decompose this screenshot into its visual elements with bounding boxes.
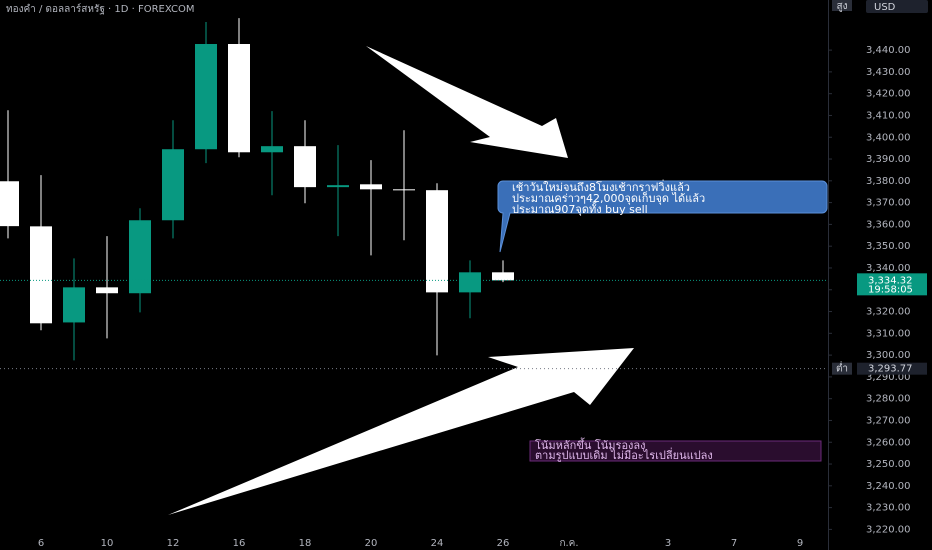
candle-body: [294, 146, 316, 188]
note-text: ตามรูปแบบเดิม ไม่มีอะไรเปลี่ยนแปลง: [535, 447, 713, 462]
x-tick-label: 12: [167, 538, 180, 549]
y-tick-label: 3,340.00: [866, 263, 911, 274]
x-tick-label: ก.ค.: [559, 538, 578, 549]
candle-body: [393, 189, 415, 191]
y-tick-label: 3,400.00: [866, 132, 911, 143]
y-tick-label: 3,430.00: [866, 67, 911, 78]
arrow: [366, 46, 568, 158]
x-tick-label: 7: [731, 538, 737, 549]
x-tick-label: 20: [365, 538, 378, 549]
note-box: [529, 440, 822, 462]
callout-text: เช้าวันใหม่จนถึง8โมงเช้ากราฟวิ่งแล้ว: [512, 179, 690, 194]
y-tick-label: 3,280.00: [866, 394, 911, 405]
last-price-label: 3,334.32: [868, 275, 913, 286]
low-price-box: [857, 362, 927, 375]
x-tick-label: 9: [797, 538, 803, 549]
callout-text: ประมาณ907จุดทั้ง buy sell: [512, 201, 648, 216]
high-tag-box: [832, 0, 852, 11]
y-tick-label: 3,300.00: [866, 350, 911, 361]
candle-body: [162, 149, 184, 221]
y-tick-label: 3,290.00: [866, 372, 911, 383]
y-tick-label: 3,250.00: [866, 459, 911, 470]
candle-body: [195, 44, 217, 150]
y-tick-label: 3,270.00: [866, 415, 911, 426]
low-price-label: 3,293.77: [868, 364, 913, 375]
candle-body: [492, 272, 514, 281]
x-tick-label: 6: [38, 538, 44, 549]
candle-body: [228, 44, 250, 153]
currency-box: [866, 0, 928, 13]
x-tick-label: 10: [101, 538, 114, 549]
callout-box: [497, 180, 828, 253]
arrow: [168, 348, 634, 515]
candle-body: [96, 287, 118, 294]
candle-body: [63, 287, 85, 323]
y-tick-label: 3,390.00: [866, 154, 911, 165]
y-tick-label: 3,440.00: [866, 45, 911, 56]
candle-body: [426, 190, 448, 293]
y-tick-label: 3,350.00: [866, 241, 911, 252]
low-tag: ต่ำ: [836, 361, 848, 375]
y-tick-label: 3,380.00: [866, 176, 911, 187]
y-tick-label: 3,240.00: [866, 481, 911, 492]
y-tick-label: 3,260.00: [866, 437, 911, 448]
y-tick-label: 3,410.00: [866, 110, 911, 121]
y-tick-label: 3,360.00: [866, 219, 911, 230]
x-tick-label: 16: [233, 538, 246, 549]
note-text: โน้มหลักขึ้น โน้มรองลง: [535, 437, 646, 452]
y-tick-label: 3,220.00: [866, 524, 911, 535]
y-tick-label: 3,310.00: [866, 328, 911, 339]
x-tick-label: 24: [431, 538, 444, 549]
y-tick-label: 3,370.00: [866, 198, 911, 209]
callout-text: ประมาณคร่าวๆ42,000จุดเก็บจุด ได้แล้ว: [512, 191, 705, 205]
candle-body: [459, 272, 481, 293]
x-tick-label: 26: [497, 538, 510, 549]
low-tag-box: [832, 362, 852, 375]
candle-body: [327, 185, 349, 188]
last-price-box: [857, 273, 927, 296]
x-tick-label: 3: [665, 538, 671, 549]
high-tag: สูง: [837, 1, 848, 12]
grid: 3,220.00 3,230.00 3,240.00 3,250.00 3,260.00…: [828, 45, 911, 535]
countdown: 19:58:05: [868, 284, 913, 295]
candle-body: [261, 146, 283, 153]
candle-body: [129, 220, 151, 294]
y-tick-label: 3,320.00: [866, 307, 911, 318]
candle-body: [360, 184, 382, 190]
candles: [0, 18, 514, 361]
y-tick-label: 3,230.00: [866, 503, 911, 514]
candle-body: [30, 226, 52, 324]
x-tick-label: 18: [299, 538, 312, 549]
chart-title: ทองคำ / ดอลลาร์สหรัฐ · 1D · FOREXCOM: [6, 3, 194, 15]
candle-body: [0, 181, 19, 227]
y-tick-label: 3,420.00: [866, 89, 911, 100]
currency: USD: [874, 2, 896, 13]
